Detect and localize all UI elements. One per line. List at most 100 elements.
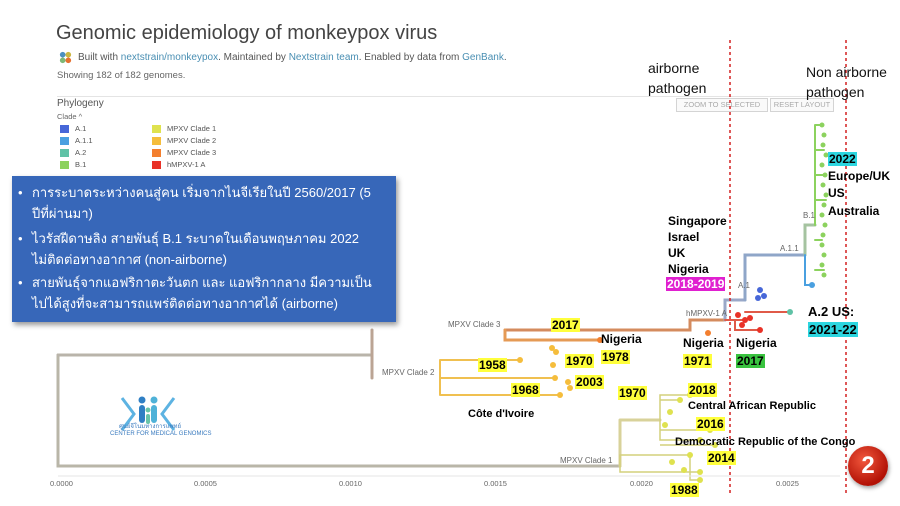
legend-swatch [152, 137, 161, 146]
legend-item-clade1[interactable]: MPXV Clade 1 [152, 124, 216, 134]
year-label: 1988 [670, 483, 699, 497]
year-label: 1971 [683, 354, 712, 368]
clade3-tip-1978 [503, 328, 602, 342]
airborne-label: airborne pathogen [648, 60, 707, 96]
year-label: 2003 [575, 375, 604, 389]
legend-item-clade2[interactable]: MPXV Clade 2 [152, 136, 217, 146]
branch-label-hmpxv: hMPXV-1 A [686, 309, 728, 318]
legend-item-a11[interactable]: A.1.1 [60, 136, 93, 146]
legend-swatch [60, 149, 69, 158]
a1-branch [723, 298, 747, 322]
country-label: Europe/UK [828, 169, 891, 183]
legend-item-hmpxv[interactable]: hMPXV-1 A [152, 160, 206, 170]
year-label: 1970 [618, 386, 647, 400]
panel-divider [57, 96, 839, 97]
country-label: A.2 US: [808, 304, 855, 319]
legend-swatch [60, 125, 69, 134]
bullet-item: • การระบาดระหว่างคนสู่คน เริ่มจากไนจีเรีย… [18, 182, 372, 224]
country-label: Australia [828, 204, 880, 218]
byline-text: Built with [78, 52, 121, 63]
year-label: 2017 [551, 318, 580, 332]
phylogeny-heading: Phylogeny [57, 98, 104, 109]
zoom-to-selected-button[interactable]: ZOOM TO SELECTED [676, 98, 768, 112]
legend-label: A.1.1 [75, 136, 93, 145]
country-label: Côte d'Ivoire [468, 408, 535, 420]
legend-label: MPXV Clade 2 [167, 136, 217, 145]
bullet-text: สายพันธุ์จากแอฟริกาตะวันตก และ แอฟริกากล… [32, 275, 372, 311]
country-label: Israel [668, 230, 700, 244]
legend-item-b1[interactable]: B.1 [60, 160, 87, 170]
bullet-text: การระบาดระหว่างคนสู่คน เริ่มจากไนจีเรียใ… [32, 185, 371, 221]
year-label: 2014 [707, 451, 736, 465]
country-label: US [828, 186, 845, 200]
branch-label-a11: A.1.1 [780, 244, 799, 253]
legend-label: A.1 [75, 124, 87, 133]
hmpxv-tips [724, 311, 791, 331]
legend-label: B.1 [75, 160, 87, 169]
axis-tick: 0.0015 [484, 479, 507, 488]
bullet-dot: • [18, 185, 23, 200]
tip-nodes [517, 282, 815, 483]
legend-swatch [60, 161, 69, 170]
bullet-box: • การระบาดระหว่างคนสู่คน เริ่มจากไนจีเรีย… [12, 176, 396, 322]
legend-item-a1[interactable]: A.1 [60, 124, 87, 134]
axis-tick: 0.0010 [339, 479, 362, 488]
cmg-logo-text: ศูนย์จีโนมทางการแพทย์ CENTER FOR MEDICAL… [110, 424, 212, 437]
cmg-logo-icon [120, 396, 176, 431]
clade1-stem [618, 418, 662, 468]
nextstrain-team-link[interactable]: Nextstrain team [288, 52, 359, 63]
legend-item-clade3[interactable]: MPXV Clade 3 [152, 148, 217, 158]
byline-text: . Maintained by [218, 52, 289, 63]
bullet-item: • ไวรัสฝีดาษลิง สายพันธุ์ B.1 ระบาดในเดือ… [18, 228, 372, 270]
year-label: 2022 [828, 152, 857, 166]
reset-layout-button[interactable]: RESET LAYOUT [770, 98, 834, 112]
year-label: 2018-2019 [666, 277, 726, 291]
b1-branch [803, 223, 817, 257]
branch-label-clade1: MPXV Clade 1 [560, 456, 613, 465]
root-branch [56, 353, 622, 468]
legend-swatch [152, 125, 161, 134]
axis-tick: 0.0000 [50, 479, 73, 488]
legend-label: hMPXV-1 A [167, 160, 206, 169]
a11-branch [743, 253, 807, 302]
branch-label-clade2: MPXV Clade 2 [382, 368, 435, 377]
country-label: UK [668, 246, 686, 260]
year-label: 2017 [736, 354, 765, 368]
legend-label: MPXV Clade 3 [167, 148, 217, 157]
nextstrain-logo-icon [59, 51, 72, 64]
legend-label: A.2 [75, 148, 87, 157]
slide-number-badge: 2 [848, 446, 888, 486]
hmpxv-stem [503, 318, 727, 332]
nextstrain-monkeypox-link[interactable]: nextstrain/monkeypox [120, 52, 219, 63]
non-airborne-label: Non airborne pathogen [806, 64, 887, 100]
country-label: Democratic Republic of the Congo [675, 436, 856, 448]
country-label: Central African Republic [688, 400, 816, 412]
country-label: Nigeria [683, 336, 724, 350]
country-label: Nigeria [668, 262, 709, 276]
axis-tick: 0.0025 [776, 479, 799, 488]
byline: Built with nextstrain/monkeypox. Maintai… [78, 52, 507, 63]
axis-tick: 0.0005 [194, 479, 217, 488]
country-label: Singapore [668, 214, 727, 228]
page-title: Genomic epidemiology of monkeypox virus [56, 22, 438, 44]
b1-tips [814, 124, 827, 271]
byline-text: . Enabled by data from [358, 52, 463, 63]
bullet-text: ไวรัสฝีดาษลิง สายพันธุ์ B.1 ระบาดในเดือน… [32, 231, 360, 267]
country-label: Nigeria [736, 336, 777, 350]
year-label: 1970 [565, 354, 594, 368]
legend-swatch [60, 137, 69, 146]
year-label: 2021-22 [808, 322, 858, 337]
bullet-dot: • [18, 231, 23, 246]
genome-count: Showing 182 of 182 genomes. [57, 70, 186, 81]
b1-dense-tips [819, 122, 829, 278]
axis-tick: 0.0020 [630, 479, 653, 488]
legend-title[interactable]: Clade ^ [57, 112, 83, 121]
legend-item-a2[interactable]: A.2 [60, 148, 87, 158]
branch-label-clade3: MPXV Clade 3 [448, 320, 501, 329]
genbank-link[interactable]: GenBank [462, 52, 504, 63]
year-label: 2018 [688, 383, 717, 397]
year-label: 1958 [478, 358, 507, 372]
year-label: 2016 [696, 417, 725, 431]
branch-label-a1: A.1 [738, 281, 751, 290]
